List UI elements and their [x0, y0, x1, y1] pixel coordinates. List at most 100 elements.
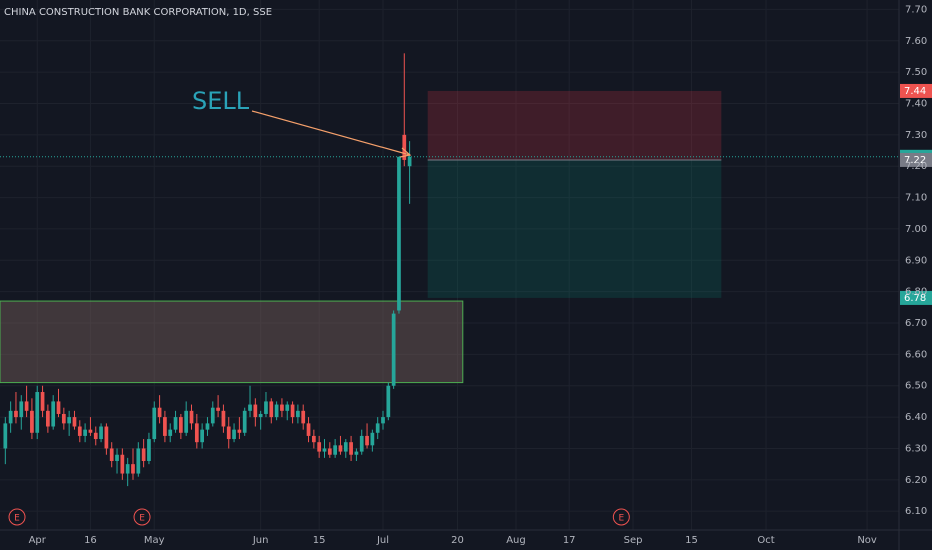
candle-body [61, 413, 66, 424]
price-label: 7.22 [904, 155, 926, 166]
candle-body [46, 410, 50, 427]
candle-body [237, 429, 242, 433]
candle-body [301, 410, 306, 424]
event-marker [612, 508, 630, 526]
y-tick-label: 7.20 [905, 161, 927, 172]
candle-body [216, 407, 220, 411]
candle-body [40, 392, 45, 411]
y-tick-label: 6.70 [905, 318, 927, 329]
candle-body [205, 423, 210, 430]
y-tick-label: 7.60 [905, 36, 927, 47]
candle-body [349, 442, 353, 455]
candle-body [120, 454, 125, 474]
candle-body [19, 401, 24, 418]
candle-body [333, 445, 337, 455]
candle-body [189, 410, 194, 424]
candle-body [131, 464, 135, 474]
candle-body [24, 401, 29, 411]
candle-body [184, 410, 189, 433]
x-tick-label: 16 [84, 535, 97, 546]
candle-body [8, 410, 13, 424]
candle-body [322, 448, 327, 452]
candle-body [14, 410, 18, 418]
candle-body [125, 464, 130, 474]
candle-body [407, 156, 412, 167]
candle-body [88, 429, 93, 433]
event-marker [8, 508, 26, 526]
price-label-box [900, 83, 932, 98]
x-tick-label: Apr [29, 535, 47, 546]
x-tick-label: May [144, 535, 165, 546]
candle-body [258, 413, 263, 418]
y-tick-label: 6.60 [905, 349, 927, 360]
x-tick-label: 20 [451, 535, 464, 546]
candle-body [248, 404, 252, 411]
candle-body [83, 429, 87, 436]
candle-body [35, 392, 40, 433]
event-marker [133, 508, 151, 526]
x-tick-label: 15 [685, 535, 698, 546]
x-tick-label: 15 [313, 535, 326, 546]
candle-body [232, 429, 236, 440]
candle-body [370, 432, 375, 446]
candle-body [354, 451, 359, 455]
candle-body [179, 417, 183, 433]
y-tick-label: 7.10 [905, 193, 927, 204]
candle-body [99, 426, 103, 440]
y-tick-label: 6.50 [905, 381, 927, 392]
candle-body [56, 401, 61, 414]
candle-body [163, 417, 167, 436]
y-tick-label: 7.50 [905, 67, 927, 78]
y-tick-label: 6.80 [905, 287, 927, 298]
candle-body [221, 410, 226, 427]
candle-body [381, 417, 385, 424]
y-tick-label: 6.10 [905, 506, 927, 517]
y-tick-label: 6.30 [905, 443, 927, 454]
candle-body [200, 429, 205, 443]
candle-body [391, 313, 396, 386]
candle-body [359, 435, 364, 452]
chart-title: CHINA CONSTRUCTION BANK CORPORATION, 1D,… [4, 7, 272, 18]
candle-body [397, 156, 401, 311]
y-tick-label: 6.20 [905, 475, 927, 486]
candle-body [296, 410, 300, 418]
candle-body [327, 448, 332, 455]
candle-body [157, 407, 162, 418]
candle-body [152, 407, 157, 440]
stop-zone [427, 90, 722, 160]
candle-body [194, 423, 199, 443]
candle-body [253, 404, 258, 418]
candle-body [365, 435, 369, 446]
annotation: SELL [192, 87, 250, 115]
candle-body [141, 448, 146, 462]
y-tick-label: 7.70 [905, 4, 927, 15]
candle-body [136, 448, 141, 474]
x-tick-label: Nov [857, 535, 877, 546]
candle-body [285, 404, 290, 411]
y-tick-label: 7.40 [905, 98, 927, 109]
x-tick-label: Jun [252, 535, 269, 546]
candle-body [306, 423, 311, 436]
annotation-arrow [251, 110, 411, 156]
x-tick-label: Sep [624, 535, 643, 546]
price-label: 7.44 [904, 86, 926, 97]
event-label: E [139, 514, 145, 524]
candle-body [115, 454, 119, 462]
arrow-head [399, 147, 412, 158]
candle-body [72, 417, 77, 427]
candle-body [311, 435, 316, 443]
price-label-box [900, 152, 932, 167]
candle-body [30, 410, 34, 433]
candle-body [375, 423, 380, 433]
y-tick-label: 6.90 [905, 255, 927, 266]
candle-body [3, 423, 8, 449]
candle-body [226, 426, 231, 440]
candle-body [242, 410, 247, 433]
y-tick-label: 7.00 [905, 224, 927, 235]
x-tick-label: 17 [563, 535, 576, 546]
y-tick-label: 7.30 [905, 130, 927, 141]
price-label-box [900, 290, 932, 305]
candle-body [343, 442, 348, 452]
